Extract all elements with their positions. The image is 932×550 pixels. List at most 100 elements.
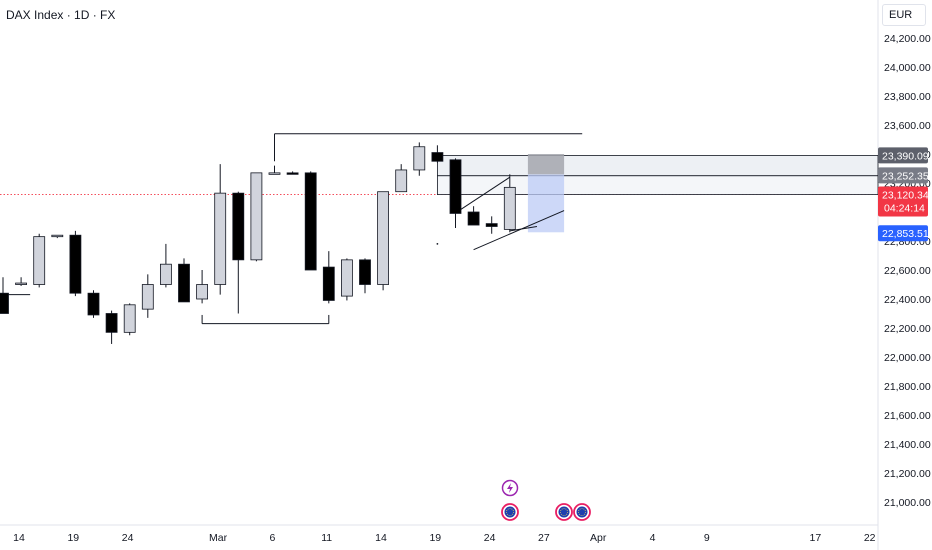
time-tick-label: 4 [650,532,656,544]
candle-body [304,172,317,271]
candle [485,216,498,234]
wedge-tip-line [509,226,538,232]
events-layer [501,479,591,521]
chart-title[interactable]: DAX Index · 1D · FX [6,8,116,22]
candle [304,171,317,271]
candle [178,258,190,303]
candle-body [69,234,82,294]
candle [286,171,299,175]
price-badge-bg [878,147,928,164]
time-tick-label: Apr [590,532,607,544]
projection-box [527,174,565,233]
price-badge: 22,853.51 [878,225,929,242]
candle [105,310,118,344]
lightning-glyph [507,483,513,493]
time-axis: 14 19 24 Mar 6 11 14 19 24 27 Apr 4 9 17 22 [13,532,876,544]
price-badge-bg [878,167,928,184]
candle [395,164,408,193]
candle [322,251,335,304]
marker-dot [436,243,439,245]
price-tick-label: 23,800.00 [884,91,931,103]
price-badge-label: 23,390.09 [882,150,929,162]
candle [413,142,426,176]
price-tick-label: 21,200.00 [884,468,931,480]
grey-box [527,154,565,175]
zone-box [436,175,879,196]
price-tick-label: 24,200.00 [884,33,931,45]
candle-body [214,192,227,285]
time-tick-label: Mar [209,532,228,544]
candle [503,174,516,233]
candle-body [286,172,299,175]
candle [232,191,245,314]
price-badge: 23,390.09 [878,147,929,164]
event-stars [560,508,568,516]
candle-body [123,304,136,333]
price-tick-label: 21,800.00 [884,381,931,393]
price-badge-label: 23,120.34 [882,190,929,202]
candle-body [268,172,281,175]
candle [141,274,154,318]
price-tick-label: 23,600.00 [884,120,931,132]
price-badge-label: 23,252.35 [882,170,929,182]
candle [15,277,28,286]
time-tick-label: 24 [122,532,134,544]
price-badge-label: 22,853.51 [882,228,929,240]
candle-body [15,282,28,285]
candle-body [467,211,480,226]
candle [340,258,353,301]
candle [196,270,209,304]
candle [51,234,64,239]
price-tick-label: 21,600.00 [884,410,931,422]
candles-layer [0,142,516,344]
candle-body [87,292,100,316]
candle [467,206,480,226]
time-tick-label: 19 [429,532,441,544]
candle-body [503,186,516,230]
candle-body [232,192,245,261]
event-stars [506,508,514,516]
candle [33,233,46,288]
price-badge: 23,252.35 [878,167,929,184]
candle-body [178,263,190,303]
lightning-icon [501,479,519,497]
candle-body [395,169,408,193]
price-tick-label: 21,000.00 [884,497,931,509]
price-tick-label: 22,400.00 [884,294,931,306]
time-tick-label: 9 [704,532,710,544]
price-tick-label: 22,200.00 [884,323,931,335]
time-tick-label: 14 [375,532,387,544]
chart-grid [0,0,879,550]
time-tick-label: 24 [484,532,496,544]
currency-button[interactable]: EUR [882,4,926,26]
candle [69,230,82,297]
candle [431,145,444,163]
time-tick-label: 6 [269,532,275,544]
flag-icon [501,503,519,521]
candle-body [141,284,154,310]
candle [123,303,136,336]
candle-body [340,259,353,297]
candle-body [196,284,209,300]
drawings-layer [0,133,879,325]
time-tick-label: 27 [538,532,550,544]
candle-body [449,159,462,214]
price-badge-bg [878,186,928,217]
candle-body [359,259,371,285]
flag-icon [555,503,573,521]
candle-body [51,234,64,238]
candle-body [377,191,390,285]
time-tick-label: 11 [321,532,332,544]
candle [159,243,172,288]
candle [250,172,263,262]
flag-icon [573,503,591,521]
price-tick-label: 24,000.00 [884,62,931,74]
candle [214,164,227,295]
price-tick-label: 21,400.00 [884,439,931,451]
candle-body [413,146,426,171]
candle-body [485,223,498,227]
candle-body [33,236,46,285]
wedge-lower-line [473,210,565,251]
